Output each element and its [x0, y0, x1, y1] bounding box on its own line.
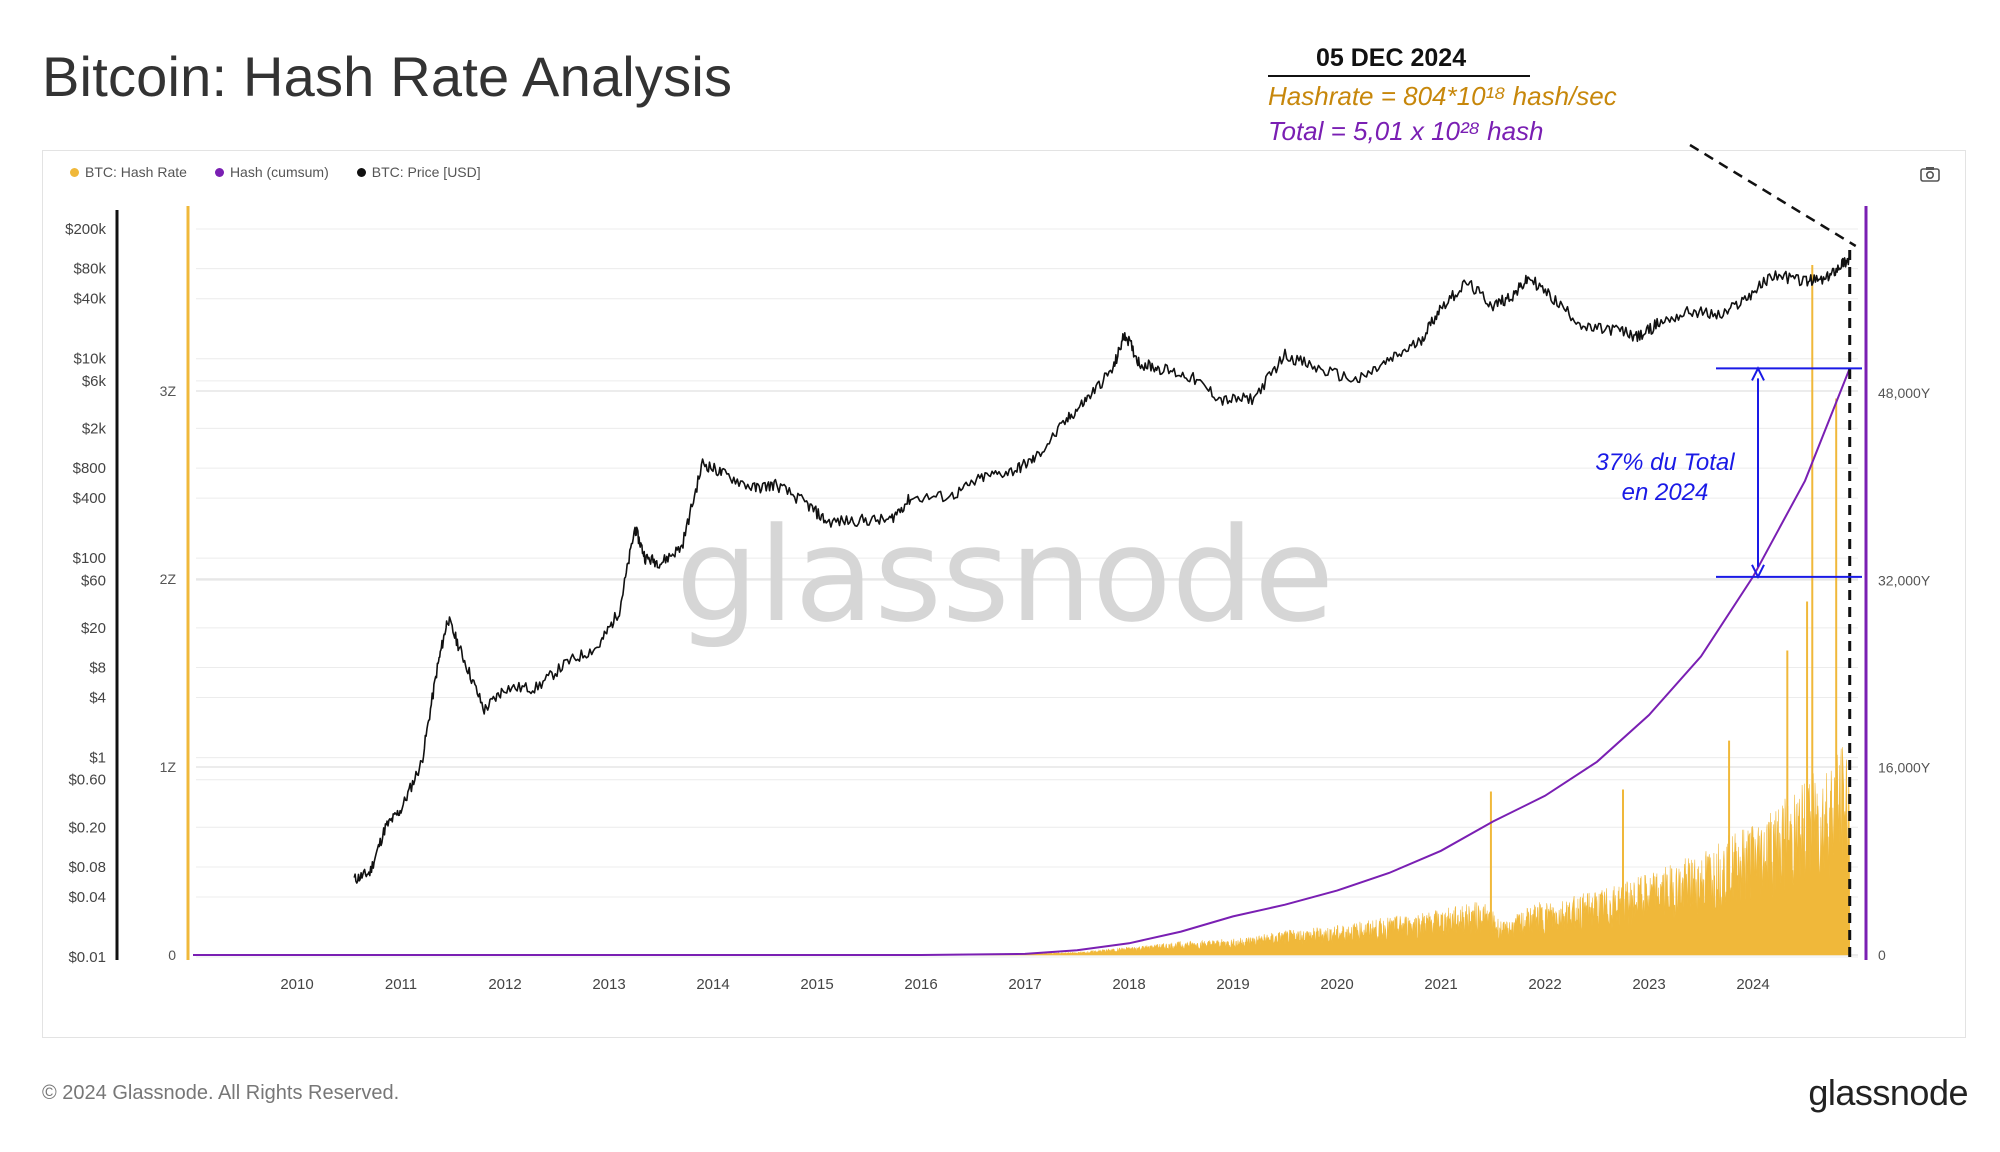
x-tick-label: 2010	[280, 976, 313, 993]
x-tick-label: 2016	[904, 976, 937, 993]
x-tick-label: 2011	[385, 976, 417, 993]
hashrate-tick-label: 0	[168, 947, 176, 963]
callout-arrowhead-down	[1751, 564, 1765, 580]
callout-text-1: 37% du Total	[1595, 449, 1735, 476]
hashrate-area	[193, 747, 1851, 956]
callout-arrowhead-up	[1751, 366, 1765, 381]
annotation-date: 05 DEC 2024	[1316, 44, 1467, 72]
price-tick-label: $0.20	[68, 819, 106, 836]
legend-item-cumsum[interactable]: Hash (cumsum)	[214, 164, 329, 180]
x-tick-label: 2022	[1528, 976, 1561, 993]
cumsum-tick-label: 16,000Y	[1878, 760, 1931, 776]
price-tick-label: $8	[89, 660, 106, 677]
price-tick-label: $2k	[82, 420, 107, 437]
price-tick-label: $800	[73, 460, 106, 477]
price-tick-label: $200k	[65, 221, 106, 238]
hashrate-tick-label: 2Z	[160, 571, 177, 587]
legend: BTC: Hash Rate Hash (cumsum) BTC: Price …	[70, 164, 481, 180]
callout-text-2: en 2024	[1622, 479, 1709, 506]
price-line	[353, 257, 1851, 884]
price-tick-label: $0.04	[68, 889, 106, 906]
axes: $200k$80k$40k$10k$6k$2k$800$400$100$60$2…	[65, 206, 1931, 993]
hashrate-tick-label: 3Z	[160, 383, 177, 399]
price-tick-label: $40k	[73, 291, 106, 308]
price-tick-label: $6k	[82, 373, 107, 390]
cumsum-tick-label: 32,000Y	[1878, 572, 1931, 588]
legend-dot-price	[356, 167, 366, 177]
price-tick-label: $0.08	[68, 859, 106, 876]
x-tick-label: 2015	[800, 976, 833, 993]
x-tick-label: 2020	[1320, 976, 1353, 993]
legend-item-hashrate[interactable]: BTC: Hash Rate	[70, 164, 187, 180]
price-tick-label: $20	[81, 620, 106, 637]
annotation-block: 05 DEC 2024 Hashrate = 804*10¹⁸ hash/sec…	[1268, 44, 1617, 147]
x-tick-label: 2023	[1632, 976, 1665, 993]
watermark: glassnode	[676, 499, 1334, 651]
legend-dot-cumsum	[214, 167, 224, 177]
price-tick-label: $80k	[73, 261, 106, 278]
x-tick-label: 2018	[1112, 976, 1145, 993]
x-tick-label: 2014	[696, 976, 729, 993]
footer-logo[interactable]: glassnode	[1808, 1072, 1968, 1113]
cumsum-line	[193, 368, 1851, 956]
price-tick-label: $100	[73, 550, 106, 567]
legend-label-hashrate: BTC: Hash Rate	[85, 164, 187, 180]
x-tick-label: 2021	[1424, 976, 1457, 993]
cumsum-tick-label: 48,000Y	[1878, 385, 1931, 401]
x-tick-label: 2012	[488, 976, 521, 993]
annotation-leader	[1689, 143, 1857, 248]
annotation-hashrate: Hashrate = 804*10¹⁸ hash/sec	[1268, 81, 1617, 111]
legend-label-price: BTC: Price [USD]	[371, 164, 481, 180]
copyright: © 2024 Glassnode. All Rights Reserved.	[42, 1082, 400, 1104]
price-tick-label: $0.60	[68, 772, 106, 789]
page-title: Bitcoin: Hash Rate Analysis	[42, 45, 733, 108]
x-tick-label: 2019	[1216, 976, 1249, 993]
price-tick-label: $0.01	[68, 949, 106, 966]
legend-label-cumsum: Hash (cumsum)	[229, 164, 329, 180]
price-tick-label: $60	[81, 572, 106, 589]
annotation-rule	[1268, 75, 1530, 77]
legend-dot-hashrate	[70, 167, 79, 177]
legend-item-price[interactable]: BTC: Price [USD]	[356, 164, 481, 180]
annotation-overlay	[1689, 143, 1862, 960]
price-tick-label: $400	[73, 490, 106, 507]
x-tick-label: 2017	[1008, 976, 1041, 993]
price-tick-label: $10k	[73, 351, 106, 368]
camera-icon[interactable]	[1920, 166, 1940, 182]
hashrate-tick-label: 1Z	[160, 759, 177, 775]
x-tick-label: 2024	[1736, 976, 1769, 993]
price-series	[353, 257, 1851, 884]
x-tick-label: 2013	[592, 976, 625, 993]
annotation-total: Total = 5,01 x 10²⁸ hash	[1268, 116, 1544, 146]
price-tick-label: $4	[89, 690, 106, 707]
cumsum-series	[193, 368, 1851, 956]
price-tick-label: $1	[89, 750, 106, 767]
cumsum-tick-label: 0	[1878, 947, 1886, 963]
